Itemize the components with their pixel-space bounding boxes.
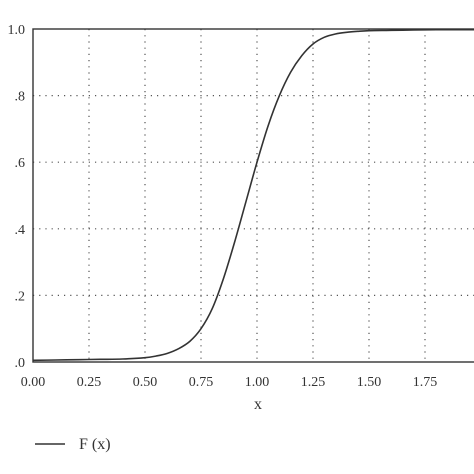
x-tick-label: 0.00 bbox=[21, 375, 46, 390]
series-line-f-x bbox=[32, 28, 474, 362]
legend: F (x) bbox=[35, 436, 111, 453]
y-tick-label: 1.0 bbox=[8, 23, 26, 38]
y-tick-label: .8 bbox=[15, 90, 26, 105]
y-tick-label: .2 bbox=[15, 289, 26, 304]
x-tick-label: 1.00 bbox=[245, 375, 270, 390]
y-tick-label: .4 bbox=[15, 223, 26, 238]
legend-label-f-x: F (x) bbox=[79, 436, 111, 453]
y-tick-label: .6 bbox=[15, 156, 26, 171]
x-tick-label: 1.50 bbox=[357, 375, 382, 390]
x-tick-label: 0.50 bbox=[133, 375, 158, 390]
x-tick-label: 0.25 bbox=[77, 375, 102, 390]
grid-lines bbox=[33, 29, 474, 362]
x-tick-label: 1.75 bbox=[413, 375, 438, 390]
plot-frame bbox=[32, 28, 474, 363]
x-axis-label: x bbox=[254, 396, 262, 413]
x-tick-label: 0.75 bbox=[189, 375, 214, 390]
y-tick-label: .0 bbox=[15, 356, 26, 371]
y-axis-ticks: .0 .2 .4 .6 .8 1.0 bbox=[8, 23, 26, 371]
x-axis-ticks: 0.000.250.500.751.001.251.501.752 bbox=[21, 375, 438, 390]
x-tick-label: 1.25 bbox=[301, 375, 326, 390]
